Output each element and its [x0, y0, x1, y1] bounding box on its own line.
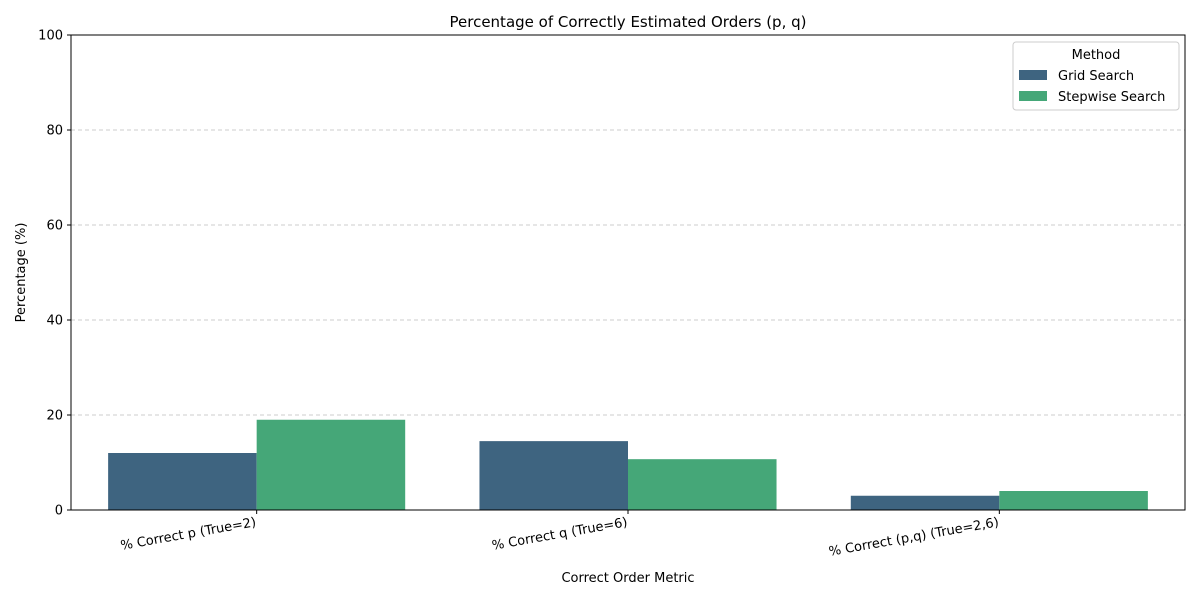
y-tick-label: 40: [46, 314, 63, 329]
x-axis-ticks: % Correct p (True=2) % Correct q (True=6)…: [119, 510, 1000, 560]
bar-stepwise-search: [256, 419, 406, 510]
bar-stepwise-search: [628, 459, 777, 510]
x-tick-label: % Correct q (True=6): [491, 515, 629, 554]
bar-grid-search: [479, 441, 628, 510]
legend: Method Grid Search Stepwise Search: [1012, 41, 1180, 111]
legend-label: Grid Search: [1058, 69, 1134, 84]
legend-box: [1012, 41, 1180, 111]
y-tick-label: 0: [55, 504, 63, 519]
y-tick-label: 80: [46, 124, 63, 139]
gridlines: [71, 129, 1185, 416]
legend-title: Method: [1072, 48, 1121, 63]
x-tick-label: % Correct (p,q) (True=2,6): [828, 515, 1000, 560]
bar-grid-search: [108, 453, 257, 510]
y-tick-label: 100: [38, 29, 63, 44]
x-axis-label: Correct Order Metric: [561, 571, 694, 586]
y-axis-ticks: 0 20 40 60 80 100: [38, 29, 71, 519]
x-tick-label: % Correct p (True=2): [119, 515, 257, 554]
chart-title: Percentage of Correctly Estimated Orders…: [450, 13, 807, 31]
bar-grid-search: [850, 495, 1000, 510]
y-tick-label: 20: [46, 409, 63, 424]
legend-swatch: [1019, 70, 1047, 80]
legend-label: Stepwise Search: [1058, 90, 1165, 105]
y-tick-label: 60: [46, 219, 63, 234]
bars: [108, 419, 1148, 510]
bar-stepwise-search: [999, 491, 1148, 510]
y-axis-label: Percentage (%): [14, 223, 29, 323]
legend-swatch: [1019, 91, 1047, 101]
